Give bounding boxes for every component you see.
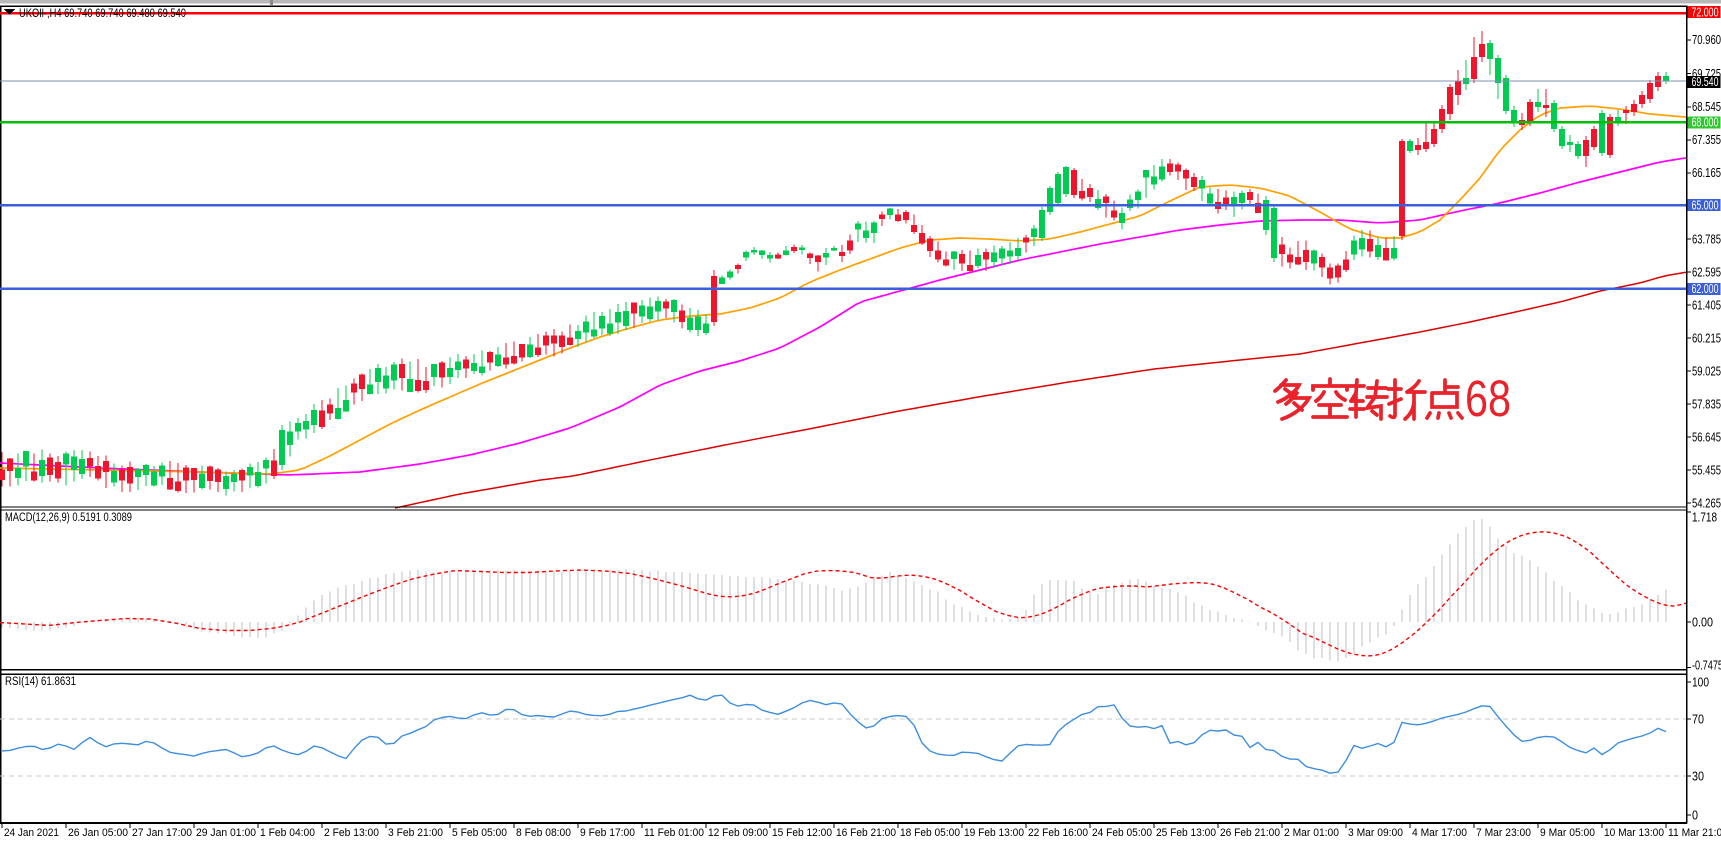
svg-text:26 Jan 05:00: 26 Jan 05:00 (68, 827, 128, 839)
svg-text:18 Feb 05:00: 18 Feb 05:00 (900, 827, 960, 839)
svg-text:0: 0 (1692, 808, 1698, 822)
svg-text:25 Feb 13:00: 25 Feb 13:00 (1156, 827, 1216, 839)
svg-text:19 Feb 13:00: 19 Feb 13:00 (964, 827, 1024, 839)
svg-text:11 Mar 21:00: 11 Mar 21:00 (1668, 827, 1721, 839)
svg-text:9 Feb 17:00: 9 Feb 17:00 (580, 827, 635, 839)
svg-text:72.000: 72.000 (1692, 6, 1719, 20)
svg-text:59.025: 59.025 (1692, 364, 1721, 378)
svg-text:57.835: 57.835 (1692, 397, 1721, 411)
svg-text:69.540: 69.540 (1692, 75, 1719, 89)
svg-text:1.718: 1.718 (1692, 510, 1717, 524)
svg-text:15 Feb 12:00: 15 Feb 12:00 (772, 827, 832, 839)
svg-text:MACD(12,26,9) 0.5191 0.3089: MACD(12,26,9) 0.5191 0.3089 (5, 512, 132, 524)
svg-text:7 Mar 23:00: 7 Mar 23:00 (1476, 827, 1531, 839)
svg-text:27 Jan 17:00: 27 Jan 17:00 (132, 827, 192, 839)
svg-text:16 Feb 21:00: 16 Feb 21:00 (836, 827, 896, 839)
svg-text:9 Mar 05:00: 9 Mar 05:00 (1540, 827, 1595, 839)
svg-text:100: 100 (1692, 675, 1709, 689)
svg-text:54.265: 54.265 (1692, 496, 1721, 510)
svg-text:2 Feb 13:00: 2 Feb 13:00 (324, 827, 379, 839)
svg-text:26 Feb 21:00: 26 Feb 21:00 (1220, 827, 1280, 839)
svg-text:29 Jan 01:00: 29 Jan 01:00 (196, 827, 256, 839)
svg-text:68.545: 68.545 (1692, 100, 1721, 114)
svg-text:22 Feb 16:00: 22 Feb 16:00 (1028, 827, 1088, 839)
svg-text:62.000: 62.000 (1692, 282, 1719, 296)
svg-text:56.645: 56.645 (1692, 430, 1721, 444)
svg-text:3 Feb 21:00: 3 Feb 21:00 (388, 827, 443, 839)
svg-text:11 Feb 01:00: 11 Feb 01:00 (644, 827, 704, 839)
svg-text:8 Feb 08:00: 8 Feb 08:00 (516, 827, 571, 839)
svg-text:60.215: 60.215 (1692, 331, 1721, 345)
svg-text:24 Feb 05:00: 24 Feb 05:00 (1092, 827, 1152, 839)
svg-text:70.960: 70.960 (1692, 33, 1721, 47)
svg-text:RSI(14) 61.8631: RSI(14) 61.8631 (5, 676, 76, 688)
svg-text:66.165: 66.165 (1692, 166, 1721, 180)
svg-text:24 Jan 2021: 24 Jan 2021 (4, 827, 59, 839)
svg-text:-0.7475: -0.7475 (1692, 658, 1721, 672)
svg-text:67.355: 67.355 (1692, 133, 1721, 147)
svg-text:10 Mar 13:00: 10 Mar 13:00 (1604, 827, 1664, 839)
svg-text:68.000: 68.000 (1692, 116, 1719, 130)
svg-text:0.00: 0.00 (1692, 615, 1713, 629)
svg-text:61.405: 61.405 (1692, 298, 1721, 312)
svg-text:30: 30 (1692, 769, 1704, 783)
svg-text:2 Mar 01:00: 2 Mar 01:00 (1284, 827, 1339, 839)
svg-text:68: 68 (1465, 370, 1511, 427)
svg-text:62.595: 62.595 (1692, 265, 1721, 279)
svg-text:55.455: 55.455 (1692, 463, 1721, 477)
svg-text:5 Feb 05:00: 5 Feb 05:00 (452, 827, 507, 839)
svg-text:65.000: 65.000 (1692, 199, 1719, 213)
svg-text:UKOIl-,H4 69.740 69.740 69.48: UKOIl-,H4 69.740 69.740 69.480 69.540 (19, 6, 186, 20)
svg-text:12 Feb 09:00: 12 Feb 09:00 (708, 827, 768, 839)
svg-text:63.785: 63.785 (1692, 232, 1721, 246)
svg-text:3 Mar 09:00: 3 Mar 09:00 (1348, 827, 1403, 839)
svg-text:1 Feb 04:00: 1 Feb 04:00 (260, 827, 315, 839)
svg-text:4 Mar 17:00: 4 Mar 17:00 (1412, 827, 1467, 839)
svg-text:70: 70 (1692, 712, 1704, 726)
